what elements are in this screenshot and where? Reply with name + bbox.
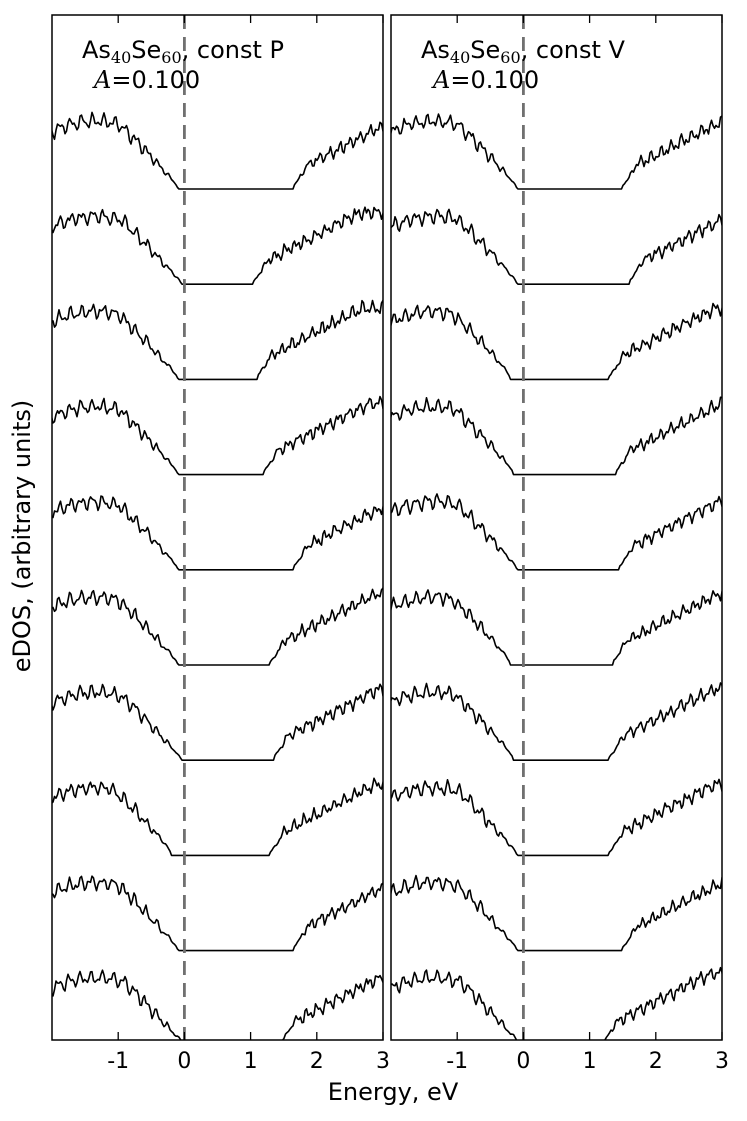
edos-curve — [52, 683, 383, 761]
panel-const-v: -1 0 1 2 3 As40Se60, const VA=0.100 — [390, 14, 729, 1074]
x-tick-label: 1 — [583, 1049, 597, 1074]
x-tick-label: 0 — [177, 1049, 191, 1074]
curve-group — [391, 113, 722, 1040]
edos-curve — [391, 966, 722, 1040]
plot-frame — [390, 14, 723, 1041]
x-tick-label: 3 — [715, 1049, 729, 1074]
x-tick-label: 3 — [376, 1049, 390, 1074]
x-tick-label: 0 — [516, 1049, 530, 1074]
panel-const-p: -1 0 1 2 3 As40Se60, const PA=0.100 — [51, 14, 390, 1074]
plot-frame — [51, 14, 384, 1041]
x-tick-label: -1 — [446, 1049, 468, 1074]
edos-curve — [52, 111, 383, 190]
edos-curve — [52, 206, 383, 285]
curve-group — [52, 111, 383, 1040]
edos-curve — [391, 302, 722, 381]
x-axis-title: Energy, eV — [328, 1078, 459, 1106]
edos-curve — [391, 588, 722, 666]
edos-curve — [52, 299, 383, 381]
edos-curve — [52, 777, 383, 857]
edos-curve — [52, 495, 383, 571]
edos-curve — [52, 875, 383, 952]
panel-title: As40Se60, const V — [421, 36, 626, 67]
edos-curve — [391, 874, 722, 952]
x-tick-label: -1 — [107, 1049, 129, 1074]
edos-curve — [391, 396, 722, 476]
edos-curve — [52, 587, 383, 666]
edos-curve — [391, 493, 722, 571]
edos-curve — [52, 969, 383, 1040]
panel-parameter: A=0.100 — [92, 66, 200, 94]
edos-curve — [391, 778, 722, 857]
x-tick-label: 2 — [310, 1049, 324, 1074]
edos-curve — [391, 682, 722, 761]
edos-curve — [391, 113, 722, 190]
panel-parameter: A=0.100 — [431, 66, 539, 94]
x-tick-label: 2 — [649, 1049, 663, 1074]
edos-curve — [391, 208, 722, 285]
edos-curve — [52, 395, 383, 476]
x-tick-label: 1 — [244, 1049, 258, 1074]
y-axis-title: eDOS, (arbitrary units) — [8, 400, 36, 673]
panel-title: As40Se60, const P — [82, 36, 284, 67]
